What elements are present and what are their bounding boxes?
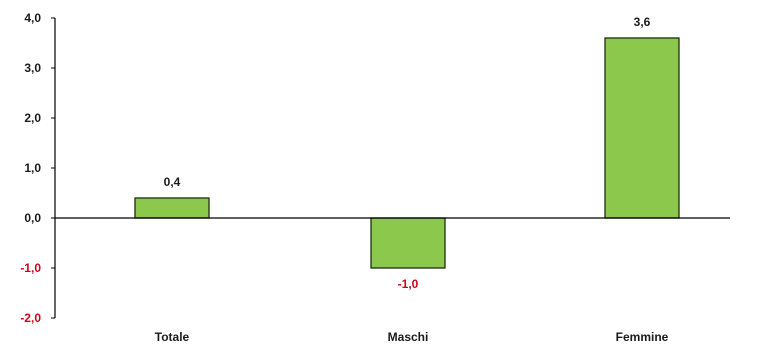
y-tick-label: 3,0	[24, 61, 41, 75]
y-tick-label: 0,0	[24, 211, 41, 225]
y-tick-label: 2,0	[24, 111, 41, 125]
data-label-femmine: 3,6	[634, 15, 651, 29]
data-label-maschi: -1,0	[398, 277, 419, 291]
y-tick-label: 1,0	[24, 161, 41, 175]
y-tick-label: -2,0	[20, 311, 41, 325]
bar-totale	[134, 197, 210, 219]
data-label-totale: 0,4	[164, 175, 181, 189]
bar-maschi	[370, 217, 446, 269]
bars-group	[134, 37, 680, 269]
y-axis: 4,0 3,0 2,0 1,0 0,0 -1,0 -2,0	[20, 11, 56, 325]
bar-femmine	[604, 37, 680, 219]
category-label-totale: Totale	[155, 330, 190, 344]
category-label-maschi: Maschi	[388, 330, 429, 344]
labels-group: 0,4 Totale -1,0 Maschi 3,6 Femmine	[155, 15, 669, 344]
y-tick-label: 4,0	[24, 11, 41, 25]
category-label-femmine: Femmine	[616, 330, 669, 344]
y-tick-label: -1,0	[20, 261, 41, 275]
